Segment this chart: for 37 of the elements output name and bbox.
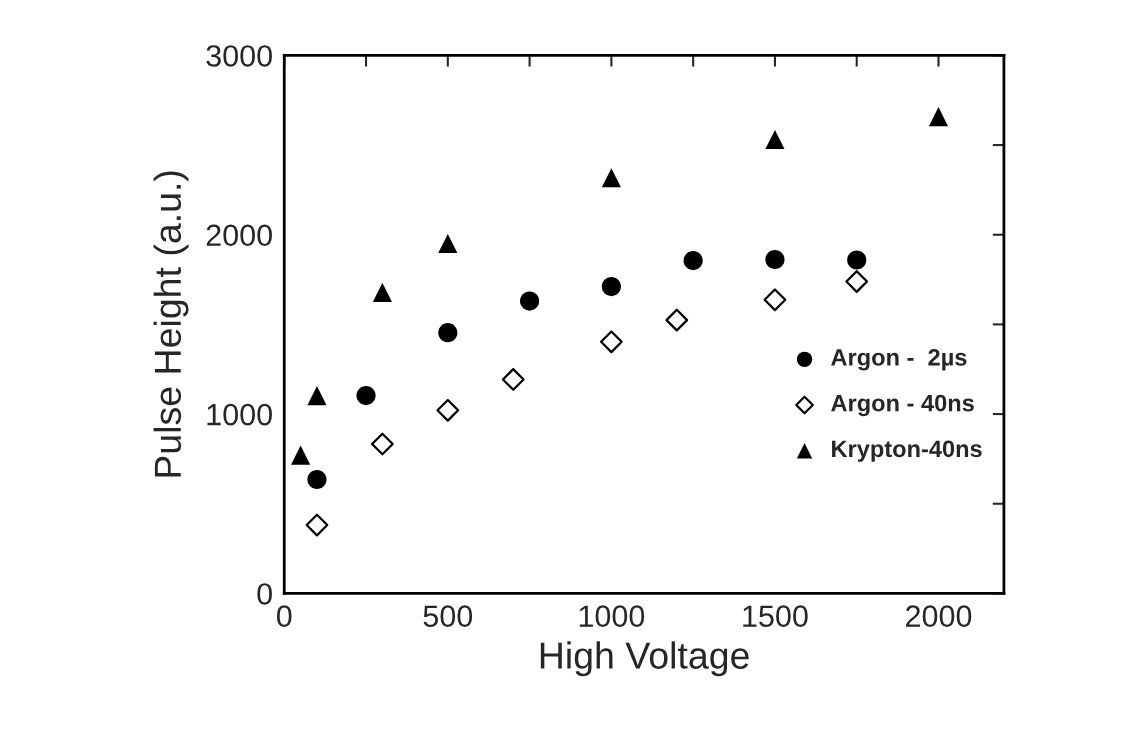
point bbox=[438, 233, 458, 254]
point bbox=[928, 106, 949, 127]
point bbox=[305, 513, 329, 537]
point bbox=[372, 282, 392, 302]
point bbox=[520, 291, 540, 311]
x-tick-label: 0 bbox=[276, 605, 292, 627]
legend-label: Krypton-40ns bbox=[832, 440, 982, 462]
point bbox=[438, 323, 458, 343]
x-tick-label: 1000 bbox=[579, 605, 645, 627]
point bbox=[845, 270, 869, 293]
point bbox=[599, 330, 623, 354]
point bbox=[291, 445, 311, 465]
y-tick-label: 3000 bbox=[206, 45, 272, 67]
point bbox=[501, 368, 525, 391]
legend-label: Argon - 40ns bbox=[831, 394, 974, 417]
x-tick-label: 2000 bbox=[906, 605, 972, 627]
y-axis-title: Pulse Height (a.u.) bbox=[153, 171, 189, 477]
x-axis-title: High Voltage bbox=[540, 641, 749, 677]
point bbox=[763, 288, 787, 312]
y-tick-label: 2000 bbox=[206, 224, 272, 247]
y-tick-label: 0 bbox=[257, 583, 272, 605]
x-tick-label: 500 bbox=[423, 605, 473, 627]
point bbox=[683, 250, 703, 271]
point bbox=[665, 308, 689, 332]
point bbox=[370, 432, 394, 456]
point bbox=[765, 129, 785, 150]
y-tick-label: 1000 bbox=[207, 403, 272, 426]
x-tick-label: 1500 bbox=[743, 605, 808, 627]
point bbox=[601, 168, 621, 188]
point bbox=[436, 398, 460, 422]
point bbox=[601, 276, 621, 297]
point bbox=[356, 386, 376, 406]
point bbox=[307, 386, 327, 406]
point bbox=[307, 469, 327, 490]
legend-label: Argon - 2µs bbox=[831, 349, 967, 371]
point bbox=[847, 250, 867, 270]
point bbox=[765, 249, 785, 270]
